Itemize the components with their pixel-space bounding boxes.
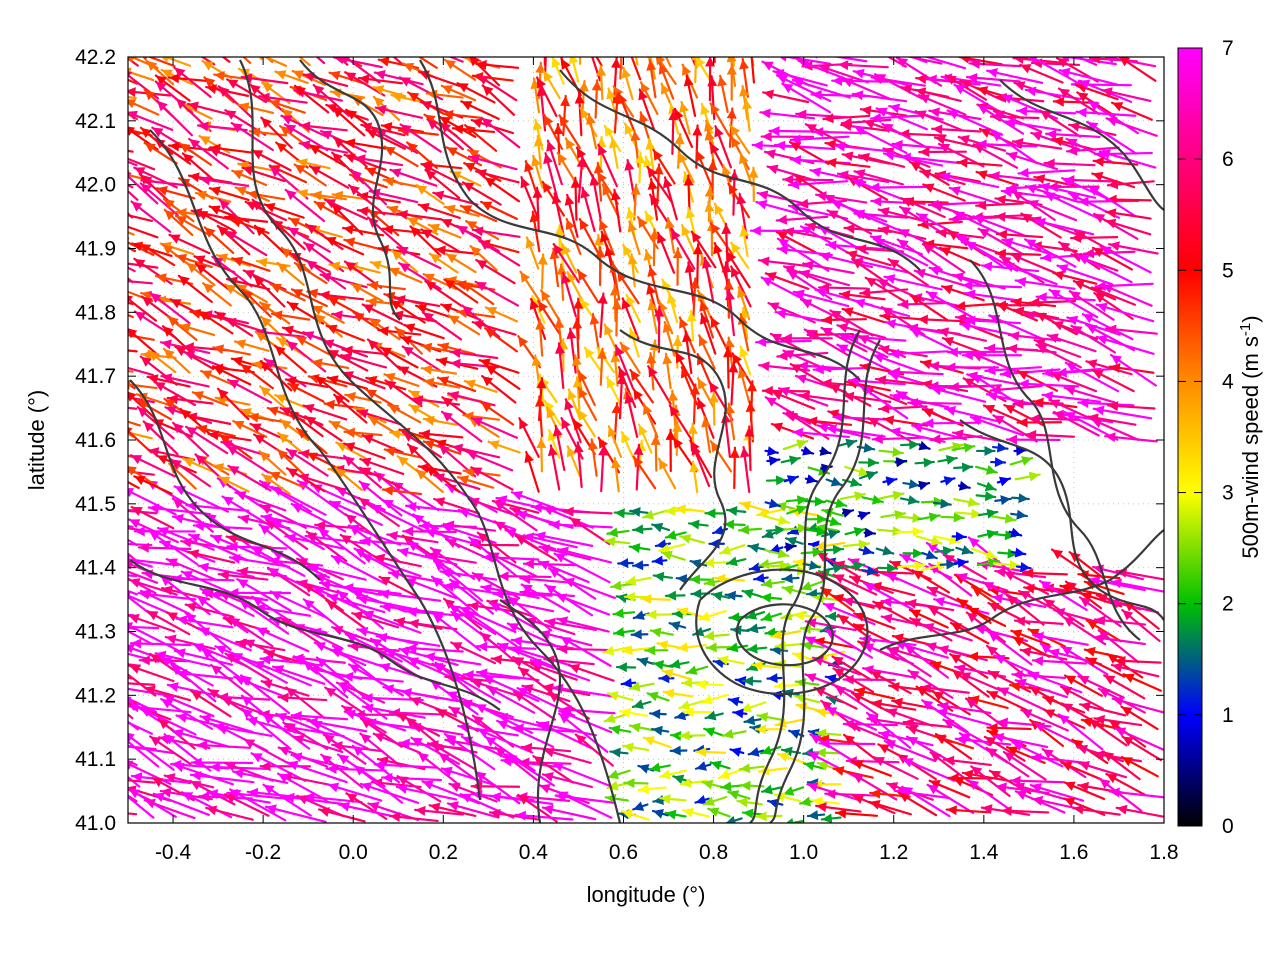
x-tick-label: 1.0 [789,841,818,864]
colorbar-tick-label: 6 [1222,148,1234,171]
x-tick-label: 0.2 [429,841,458,864]
y-tick-label: 41.5 [75,493,116,516]
colorbar-tick-label: 7 [1222,37,1234,60]
wind-vector [709,19,719,62]
colorbar-tick-label: 4 [1222,370,1234,393]
x-axis-title: longitude (°) [587,882,706,907]
x-tick-label: 0.6 [609,841,638,864]
wind-vector [71,607,133,617]
y-tick-label: 41.0 [75,812,116,835]
x-tick-label: 1.8 [1149,841,1178,864]
x-tick-label: -0.2 [245,841,281,864]
y-tick-label: 42.1 [75,110,116,133]
x-tick-label: 0.0 [339,841,368,864]
colorbar-tick-label: 0 [1222,815,1234,838]
colorbar-tick-label: 1 [1222,704,1234,727]
x-tick-label: 1.6 [1059,841,1088,864]
colorbar [1178,48,1202,826]
x-tick-label: 0.4 [519,841,549,864]
x-tick-label: 1.4 [969,841,999,864]
y-tick-label: 41.9 [75,238,116,261]
colorbar-tick-label: 2 [1222,593,1234,616]
wind-vector [83,669,133,679]
y-tick-label: 42.0 [75,174,116,197]
x-tick-label: 1.2 [879,841,908,864]
colorbar-tick-label: 5 [1222,259,1234,282]
y-tick-label: 41.2 [75,684,116,707]
x-tick-label: -0.4 [155,841,192,864]
y-tick-label: 41.8 [75,301,116,324]
y-tick-label: 41.4 [75,557,116,580]
y-tick-label: 41.1 [75,748,116,771]
wind-vector [91,141,132,151]
colorbar-title: 500m-wind speed (m s-1) [1237,315,1263,558]
y-tick-label: 41.6 [75,429,116,452]
y-tick-label: 41.7 [75,365,116,388]
x-tick-label: 0.8 [699,841,728,864]
y-axis-title: latitude (°) [24,390,49,491]
wind-vector [79,516,133,527]
colorbar-tick-label: 3 [1222,482,1234,505]
y-tick-label: 42.2 [75,46,116,69]
y-tick-label: 41.3 [75,621,116,644]
